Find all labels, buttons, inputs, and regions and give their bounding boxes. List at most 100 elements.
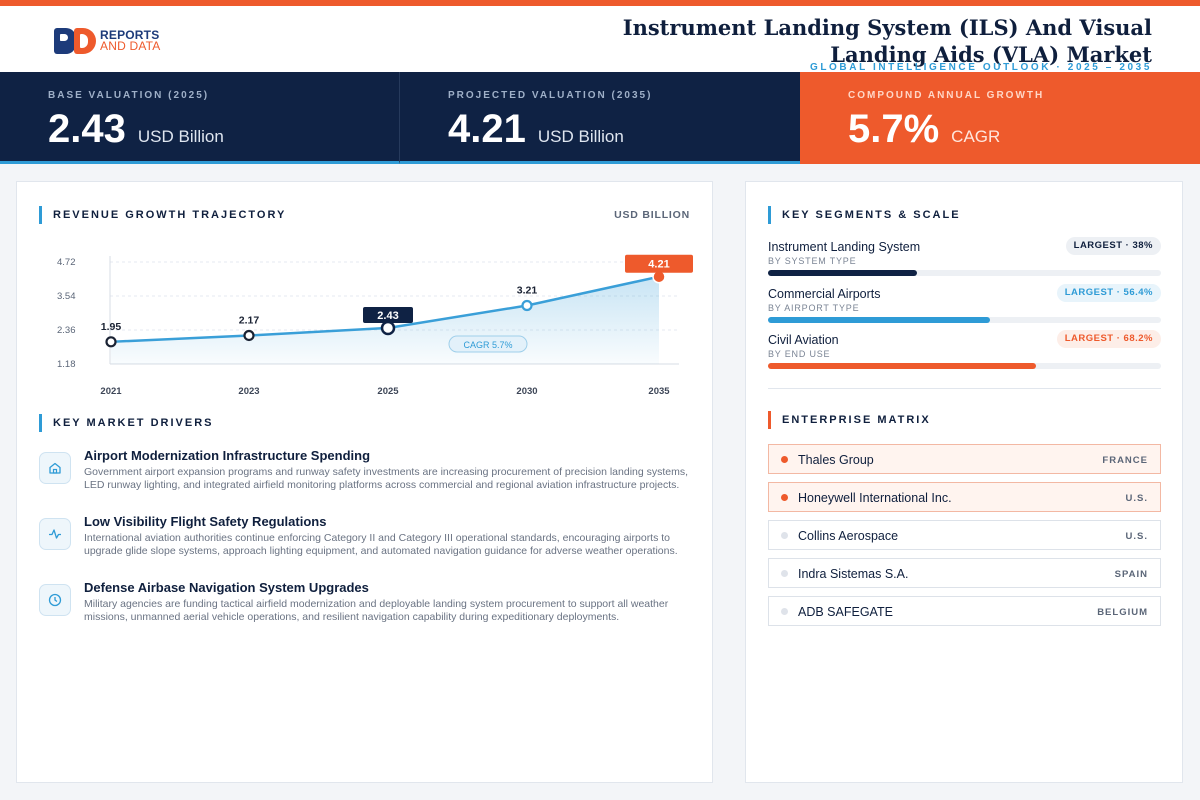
stat-value: 2.43 — [48, 107, 126, 151]
segment-progress-fill — [768, 270, 918, 276]
segment-row: Commercial Airports BY AIRPORT TYPE LARG… — [768, 284, 1161, 331]
enterprise-row[interactable]: Thales Group FRANCE — [768, 444, 1161, 474]
logo-line-1: REPORTS — [100, 28, 160, 42]
page-subtitle: GLOBAL INTELLIGENCE OUTLOOK · 2025 – 203… — [809, 62, 1152, 73]
driver-item: Airport Modernization Infrastructure Spe… — [39, 446, 689, 512]
data-point — [105, 336, 117, 348]
driver-title: Defense Airbase Navigation System Upgrad… — [84, 580, 369, 595]
company-name: ADB SAFEGATE — [798, 605, 893, 619]
y-tick-label: 4.72 — [57, 257, 76, 268]
stat-base-valuation: BASE VALUATION (2025) 2.43 USD Billion — [0, 72, 400, 164]
driver-item: Low Visibility Flight Safety Regulations… — [39, 512, 689, 578]
section-divider — [768, 388, 1161, 389]
segment-category: BY AIRPORT TYPE — [768, 303, 860, 313]
cagr-annotation-label: CAGR 5.7% — [463, 340, 512, 350]
company-country: FRANCE — [1102, 455, 1148, 466]
enterprise-section-header: ENTERPRISE MATRIX — [768, 411, 931, 429]
driver-body: Military agencies are funding tactical a… — [84, 598, 669, 623]
revenue-section-header: REVENUE GROWTH TRAJECTORY — [39, 206, 286, 224]
stat-label: BASE VALUATION (2025) — [48, 90, 210, 101]
value-callout — [363, 306, 413, 323]
stat-cagr: COMPOUND ANNUAL GROWTH 5.7% CAGR — [800, 72, 1200, 164]
segment-progress-track — [768, 317, 1161, 323]
stat-label: COMPOUND ANNUAL GROWTH — [848, 90, 1045, 101]
x-tick-label: 2021 — [100, 386, 122, 397]
data-label: 4.21 — [648, 259, 669, 271]
clock-icon — [39, 584, 71, 616]
segment-progress-track — [768, 270, 1161, 276]
segment-row: Instrument Landing System BY SYSTEM TYPE… — [768, 237, 1161, 284]
company-country: U.S. — [1125, 531, 1148, 542]
revenue-chart: 4.72 3.54 2.36 1.18 CAGR 5.7% 1.95 2021 2.17 202… — [57, 254, 693, 397]
enterprise-row[interactable]: Collins Aerospace U.S. — [768, 520, 1161, 550]
y-tick-label: 3.54 — [57, 291, 76, 302]
brand-logo[interactable]: REPORTS AND DATA — [54, 28, 161, 54]
drivers-section-header: KEY MARKET DRIVERS — [39, 414, 213, 432]
company-name: Indra Sistemas S.A. — [798, 567, 909, 581]
segment-name: Civil Aviation — [768, 333, 839, 347]
y-tick-label: 1.18 — [57, 359, 76, 370]
segment-category: BY SYSTEM TYPE — [768, 256, 857, 266]
status-dot-icon — [781, 456, 788, 463]
data-label: 2.17 — [239, 314, 260, 326]
segment-progress-track — [768, 363, 1161, 369]
segment-row: Civil Aviation BY END USE LARGEST · 68.2… — [768, 330, 1161, 377]
segment-share-badge: LARGEST · 56.4% — [1056, 284, 1161, 302]
segment-progress-fill — [768, 363, 1037, 369]
segment-name: Instrument Landing System — [768, 240, 921, 254]
company-country: BELGIUM — [1097, 607, 1148, 618]
company-name: Thales Group — [798, 453, 874, 467]
segments-section-header: KEY SEGMENTS & SCALE — [768, 206, 961, 224]
page-title: Instrument Landing System (ILS) And Visu… — [622, 15, 1152, 67]
value-callout — [625, 254, 693, 273]
status-dot-icon — [781, 608, 788, 615]
status-dot-icon — [781, 570, 788, 577]
section-accent-bar — [39, 206, 42, 224]
section-accent-bar — [768, 206, 771, 224]
chart-unit-label: USD BILLION — [614, 209, 690, 221]
stat-unit: USD Billion — [537, 127, 624, 146]
building-icon — [39, 452, 71, 484]
x-tick-label: 2023 — [238, 386, 259, 397]
drivers-section-title: KEY MARKET DRIVERS — [53, 417, 214, 429]
segment-name: Commercial Airports — [768, 287, 881, 301]
enterprise-row[interactable]: Honeywell International Inc. U.S. — [768, 482, 1161, 512]
company-name: Collins Aerospace — [798, 529, 899, 543]
driver-body: Government airport expansion programs an… — [84, 466, 689, 491]
stat-unit: USD Billion — [137, 127, 224, 146]
driver-title: Low Visibility Flight Safety Regulations — [84, 514, 327, 529]
top-accent-bar — [0, 0, 1200, 6]
company-name: Honeywell International Inc. — [798, 491, 952, 505]
revenue-card: REVENUE GROWTH TRAJECTORY USD BILLION 4.… — [16, 181, 713, 783]
section-accent-bar — [768, 411, 771, 429]
pulse-icon — [39, 518, 71, 550]
data-label: 1.95 — [101, 321, 122, 333]
driver-body: International aviation authorities conti… — [84, 532, 678, 557]
enterprise-row[interactable]: ADB SAFEGATE BELGIUM — [768, 596, 1161, 626]
segments-section-title: KEY SEGMENTS & SCALE — [782, 209, 961, 221]
data-point — [380, 320, 396, 336]
enterprise-section-title: ENTERPRISE MATRIX — [782, 414, 931, 426]
x-tick-label: 2030 — [516, 386, 537, 397]
logo-mark-icon — [54, 28, 98, 54]
section-accent-bar — [39, 414, 42, 432]
y-tick-label: 2.36 — [57, 325, 76, 336]
segments-card: KEY SEGMENTS & SCALE Instrument Landing … — [745, 181, 1183, 783]
segment-category: BY END USE — [768, 349, 831, 359]
segment-progress-fill — [768, 317, 990, 323]
company-country: U.S. — [1125, 493, 1148, 504]
driver-title: Airport Modernization Infrastructure Spe… — [84, 448, 371, 463]
data-point — [521, 299, 533, 312]
driver-item: Defense Airbase Navigation System Upgrad… — [39, 578, 689, 644]
x-tick-label: 2025 — [377, 386, 399, 397]
stat-projected-valuation: PROJECTED VALUATION (2035) 4.21 USD Bill… — [400, 72, 800, 164]
segment-share-badge: LARGEST · 38% — [1065, 237, 1161, 255]
data-label: 2.43 — [377, 310, 398, 322]
enterprise-row[interactable]: Indra Sistemas S.A. SPAIN — [768, 558, 1161, 588]
status-dot-icon — [781, 532, 788, 539]
logo-wordmark: REPORTS AND DATA — [100, 28, 161, 53]
status-dot-icon — [781, 494, 788, 501]
data-point — [243, 329, 255, 342]
drivers-list: Airport Modernization Infrastructure Spe… — [39, 446, 689, 644]
logo-line-2: AND DATA — [100, 39, 161, 53]
